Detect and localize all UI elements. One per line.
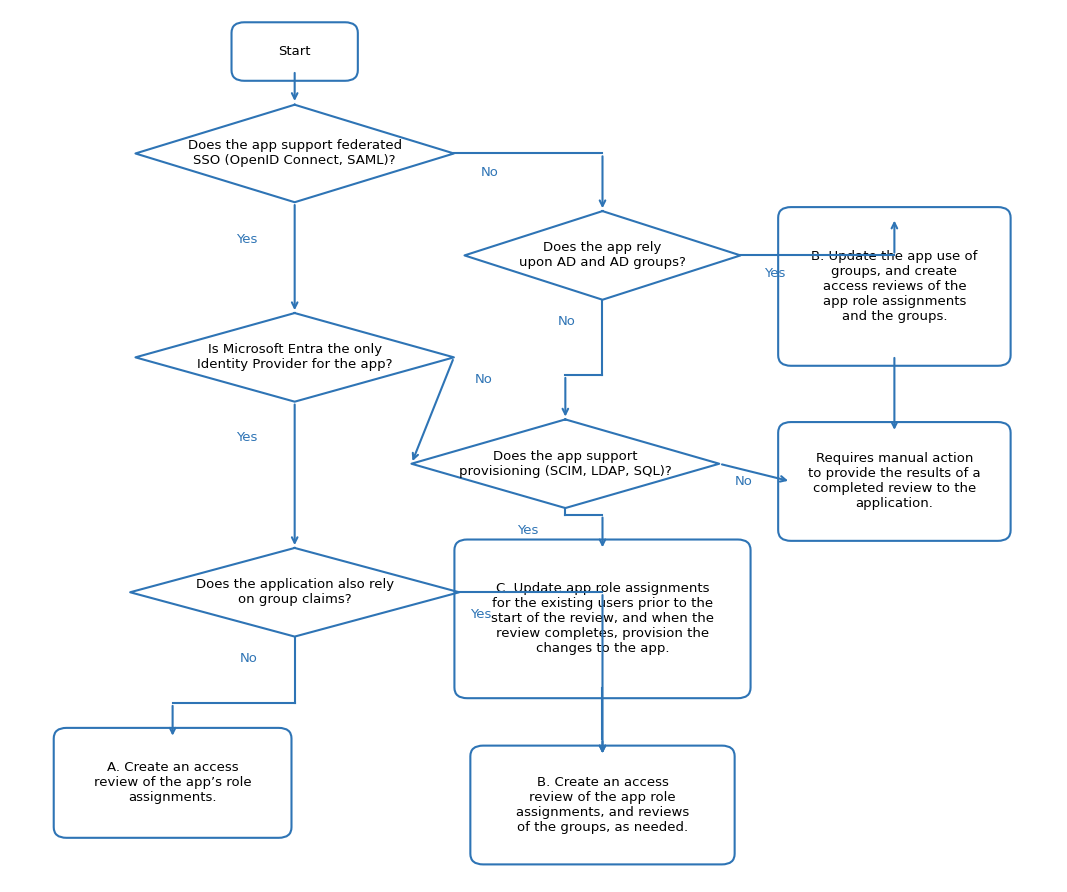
FancyBboxPatch shape <box>471 746 735 864</box>
Text: Is Microsoft Entra the only
Identity Provider for the app?: Is Microsoft Entra the only Identity Pro… <box>197 343 393 371</box>
Text: No: No <box>735 475 753 488</box>
Text: B. Update the app use of
groups, and create
access reviews of the
app role assig: B. Update the app use of groups, and cre… <box>811 250 977 323</box>
Text: Yes: Yes <box>236 233 257 246</box>
Text: No: No <box>475 373 493 386</box>
Text: A. Create an access
review of the app’s role
assignments.: A. Create an access review of the app’s … <box>94 762 252 805</box>
Polygon shape <box>136 313 453 401</box>
Polygon shape <box>130 548 459 637</box>
Polygon shape <box>412 419 719 508</box>
Text: Yes: Yes <box>236 431 257 443</box>
FancyBboxPatch shape <box>232 22 357 81</box>
Text: C. Update app role assignments
for the existing users prior to the
start of the : C. Update app role assignments for the e… <box>491 582 714 656</box>
FancyBboxPatch shape <box>778 422 1010 541</box>
Text: Yes: Yes <box>469 608 491 621</box>
Text: No: No <box>558 316 576 328</box>
Text: Does the app support federated
SSO (OpenID Connect, SAML)?: Does the app support federated SSO (Open… <box>188 139 402 168</box>
Text: Does the app support
provisioning (SCIM, LDAP, SQL)?: Does the app support provisioning (SCIM,… <box>459 450 672 478</box>
FancyBboxPatch shape <box>455 540 750 698</box>
Text: Yes: Yes <box>517 524 539 537</box>
FancyBboxPatch shape <box>778 207 1010 366</box>
Polygon shape <box>464 211 740 300</box>
Text: Does the app rely
upon AD and AD groups?: Does the app rely upon AD and AD groups? <box>519 242 686 269</box>
Text: Start: Start <box>278 45 310 58</box>
Text: No: No <box>480 167 498 179</box>
FancyBboxPatch shape <box>53 728 291 838</box>
Polygon shape <box>136 104 453 202</box>
Text: No: No <box>240 652 257 665</box>
Text: Requires manual action
to provide the results of a
completed review to the
appli: Requires manual action to provide the re… <box>808 452 981 510</box>
Text: Yes: Yes <box>764 267 785 280</box>
Text: Does the application also rely
on group claims?: Does the application also rely on group … <box>195 578 394 607</box>
Text: B. Create an access
review of the app role
assignments, and reviews
of the group: B. Create an access review of the app ro… <box>515 776 689 834</box>
